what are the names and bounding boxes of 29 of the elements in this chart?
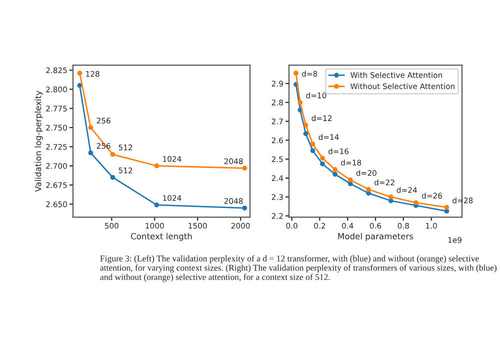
point <box>320 156 325 161</box>
point <box>310 142 316 146</box>
x-axis-title: Context length <box>131 232 192 241</box>
point <box>110 152 116 157</box>
point <box>332 167 338 172</box>
point <box>242 166 248 171</box>
y-axis-title: Validation log-perplexity <box>34 90 43 192</box>
point <box>88 150 94 156</box>
point <box>444 204 450 210</box>
x-axis-title: Model parameters <box>338 232 414 241</box>
point <box>332 172 338 177</box>
point <box>348 178 353 182</box>
point <box>294 70 298 76</box>
point <box>110 174 116 180</box>
point <box>366 186 371 192</box>
point <box>154 163 160 168</box>
point <box>88 125 94 130</box>
point <box>242 206 248 210</box>
point <box>298 100 303 105</box>
point <box>310 148 316 154</box>
point <box>320 161 325 166</box>
point <box>303 122 308 128</box>
point <box>154 202 160 208</box>
point <box>388 194 394 200</box>
caption: Figure 3: (Left) The validation perplexity of a d = 12 transformer, with (blue) and without (orange) selective attention, for varying context sizes. (Right) The validation perplexity of transformers of various sizes, with (blue) and without (orange) selective attention, for a context size of 512. <box>100 255 497 282</box>
point <box>303 131 308 136</box>
point <box>77 83 82 88</box>
point <box>77 70 82 76</box>
point <box>414 200 418 206</box>
